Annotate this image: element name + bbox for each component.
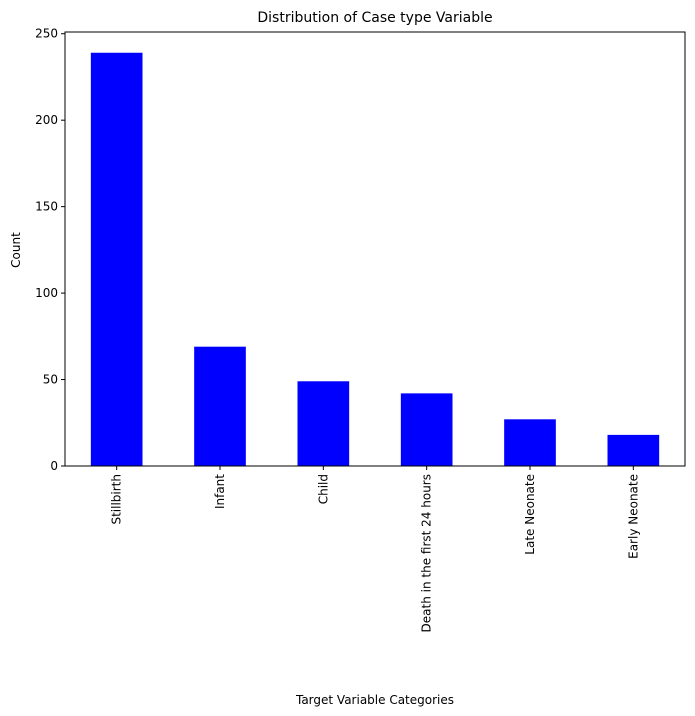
y-tick-label: 100 <box>35 286 58 300</box>
y-tick-label: 200 <box>35 113 58 127</box>
bar <box>607 434 660 466</box>
x-tick-label: Child <box>316 474 330 504</box>
bar <box>400 393 453 466</box>
bar <box>504 419 556 466</box>
chart-title: Distribution of Case type Variable <box>257 10 492 26</box>
y-tick-label: 250 <box>35 27 58 41</box>
x-tick-label: Early Neonate <box>626 474 640 559</box>
x-tick-label: Stillbirth <box>110 474 124 525</box>
y-tick-label: 150 <box>35 200 58 214</box>
y-tick-label: 50 <box>43 373 58 387</box>
x-tick-label: Death in the first 24 hours <box>420 474 434 632</box>
y-tick-label: 0 <box>50 459 58 473</box>
bar <box>194 346 246 466</box>
y-axis-label: Count <box>9 232 23 268</box>
x-axis-label: Target Variable Categories <box>295 693 454 707</box>
plot-area: 0 50 100 150 200 250 Stillbirth Infant Child Deat… <box>35 27 686 632</box>
x-tick-label: Infant <box>213 474 227 509</box>
plot-frame <box>64 31 686 467</box>
x-tick-label: Late Neonate <box>523 474 537 555</box>
bar <box>90 52 143 467</box>
bar <box>297 381 350 466</box>
